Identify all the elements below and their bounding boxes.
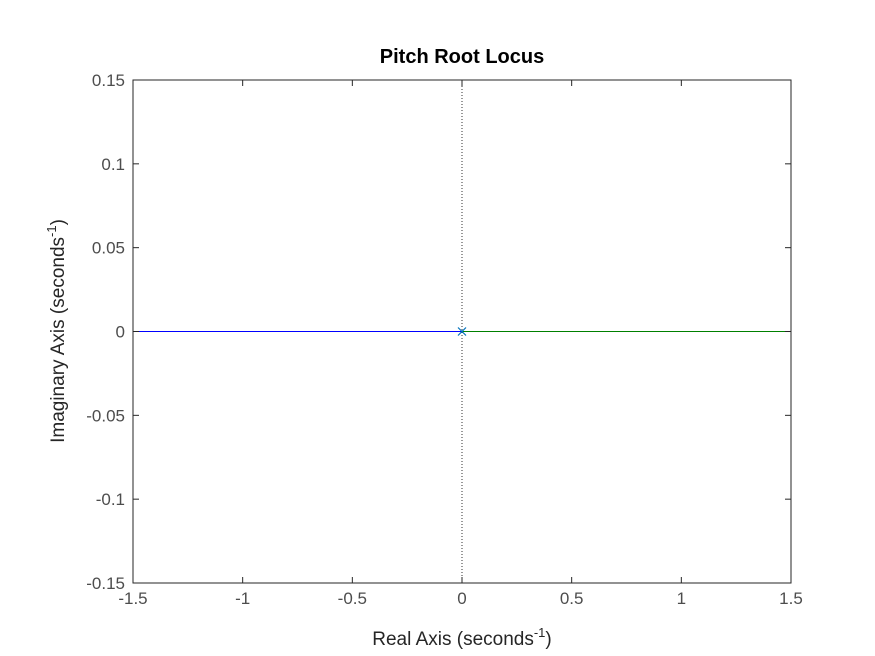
y-tick-label: 0.05 xyxy=(92,239,125,258)
y-tick-label: 0.1 xyxy=(101,155,125,174)
x-axis-label-text: Real Axis (seconds xyxy=(372,629,534,650)
y-axis-label-text: Imaginary Axis (seconds xyxy=(48,237,69,443)
x-tick-label: 1.5 xyxy=(779,589,803,608)
chart-title: Pitch Root Locus xyxy=(380,46,544,68)
x-tick-label: -1.5 xyxy=(118,589,147,608)
x-axis-label-exponent: -1 xyxy=(534,625,546,640)
x-axis-label-close: ) xyxy=(545,629,551,650)
y-axis-label-close: ) xyxy=(48,219,69,225)
y-axis-label: Imaginary Axis (seconds-1) xyxy=(44,219,69,443)
x-tick-label: 1 xyxy=(677,589,686,608)
x-tick-label: -1 xyxy=(235,589,250,608)
y-tick-label: -0.15 xyxy=(86,574,125,593)
y-tick-label: 0.15 xyxy=(92,71,125,90)
x-tick-label: 0 xyxy=(457,589,466,608)
y-axis-label-exponent: -1 xyxy=(44,225,59,237)
y-tick-label: -0.1 xyxy=(96,490,125,509)
y-tick-label: -0.05 xyxy=(86,406,125,425)
x-tick-label: 0.5 xyxy=(560,589,584,608)
pole-marker-1 xyxy=(457,327,467,336)
y-tick-label: 0 xyxy=(116,323,125,342)
x-axis-label: Real Axis (seconds-1) xyxy=(372,625,551,650)
x-tick-label: -0.5 xyxy=(338,589,367,608)
